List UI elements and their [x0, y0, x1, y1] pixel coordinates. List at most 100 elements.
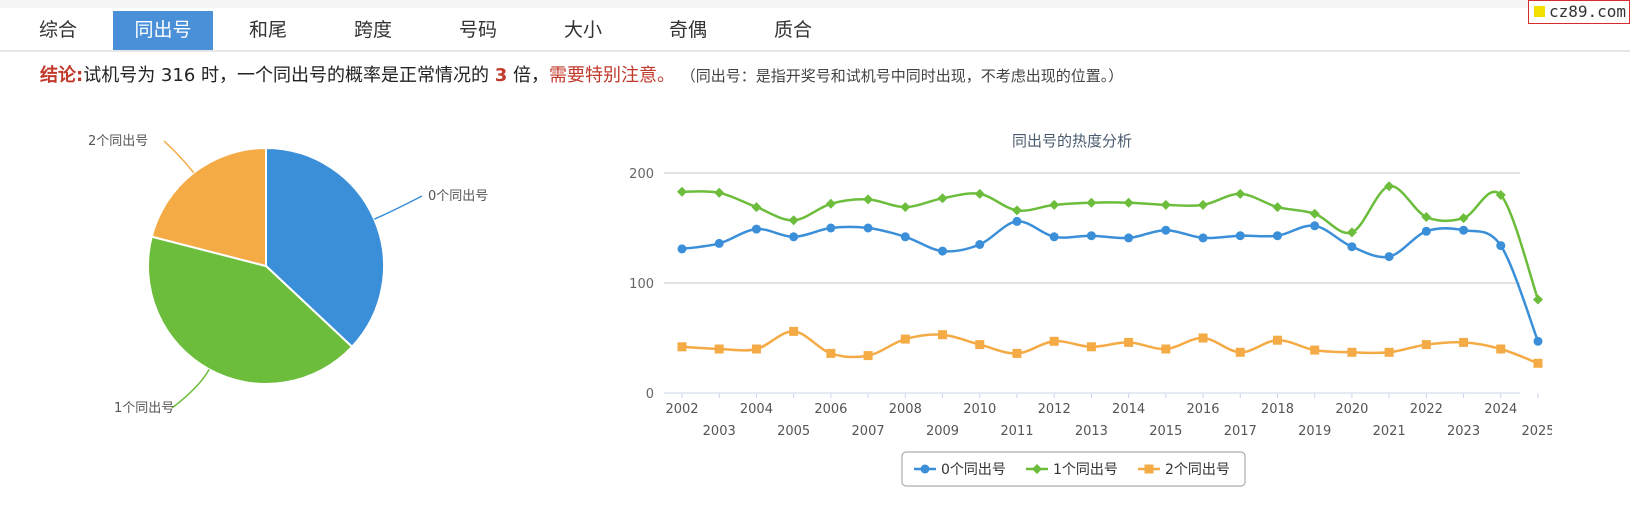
legend-marker-2[interactable] — [1144, 464, 1154, 474]
data-point-s2-23[interactable] — [1533, 358, 1543, 368]
data-point-s1-18[interactable] — [1346, 227, 1357, 238]
data-point-s2-22[interactable] — [1496, 344, 1506, 354]
data-point-s0-15[interactable] — [1235, 231, 1245, 241]
legend-marker-1[interactable] — [1032, 464, 1042, 474]
data-point-s0-14[interactable] — [1198, 233, 1208, 243]
data-point-s1-10[interactable] — [1049, 199, 1060, 210]
data-point-s2-12[interactable] — [1124, 337, 1134, 347]
y-tick-label: 200 — [629, 167, 654, 182]
data-point-s0-23[interactable] — [1533, 336, 1543, 346]
tab-1[interactable]: 同出号 — [113, 11, 213, 50]
data-point-s0-12[interactable] — [1124, 233, 1134, 243]
data-point-s2-3[interactable] — [789, 326, 799, 336]
data-point-s2-1[interactable] — [714, 344, 724, 354]
data-point-s0-16[interactable] — [1272, 231, 1282, 241]
data-point-s1-9[interactable] — [1011, 205, 1022, 216]
tab-3[interactable]: 跨度 — [353, 19, 392, 41]
data-point-s1-0[interactable] — [677, 186, 687, 197]
data-point-s1-7[interactable] — [937, 193, 948, 204]
data-point-s0-20[interactable] — [1421, 226, 1431, 236]
data-point-s2-21[interactable] — [1459, 337, 1469, 347]
data-point-s0-21[interactable] — [1459, 225, 1469, 235]
data-point-s2-18[interactable] — [1347, 347, 1357, 357]
x-tick-label: 2009 — [926, 424, 959, 439]
data-point-s0-11[interactable] — [1086, 231, 1096, 241]
data-point-s1-12[interactable] — [1123, 197, 1134, 208]
data-point-s1-6[interactable] — [900, 202, 911, 213]
data-point-s0-1[interactable] — [714, 238, 724, 248]
data-point-s2-20[interactable] — [1421, 340, 1431, 350]
legend-item-0[interactable]: 0个同出号 — [941, 462, 1006, 478]
data-point-s0-4[interactable] — [826, 223, 836, 233]
line-chart: 同出号的热度分析 0 100 200 2002 2003 2004 2005 2006 2007 2… — [629, 132, 1552, 487]
data-point-s1-21[interactable] — [1458, 213, 1469, 224]
data-point-s1-3[interactable] — [788, 215, 799, 226]
data-point-s0-13[interactable] — [1161, 225, 1171, 235]
data-point-s2-13[interactable] — [1161, 344, 1171, 354]
data-point-s2-19[interactable] — [1384, 347, 1394, 357]
pie-leader-0 — [373, 195, 423, 220]
data-point-s2-7[interactable] — [938, 330, 948, 340]
data-point-s1-2[interactable] — [751, 202, 762, 213]
data-point-s1-20[interactable] — [1421, 212, 1432, 222]
data-point-s2-17[interactable] — [1310, 345, 1320, 355]
data-point-s0-18[interactable] — [1347, 242, 1357, 252]
data-point-s0-0[interactable] — [677, 244, 687, 254]
data-point-s2-15[interactable] — [1235, 347, 1245, 357]
data-point-s2-0[interactable] — [677, 342, 687, 352]
data-point-s1-22[interactable] — [1495, 190, 1506, 200]
x-tick-label: 2016 — [1186, 402, 1219, 417]
data-point-s1-1[interactable] — [714, 187, 725, 198]
legend-marker-0[interactable] — [920, 464, 930, 474]
data-point-s0-9[interactable] — [1012, 216, 1022, 226]
data-point-s0-8[interactable] — [975, 240, 985, 249]
pie-slice-0[interactable] — [265, 146, 385, 349]
data-point-s0-3[interactable] — [789, 232, 799, 242]
y-tick-label: 0 — [646, 387, 654, 402]
data-point-s0-6[interactable] — [900, 232, 910, 242]
data-point-s1-15[interactable] — [1235, 188, 1246, 199]
data-point-s0-10[interactable] — [1049, 232, 1059, 242]
data-point-s1-23[interactable] — [1533, 294, 1543, 305]
brand-square-icon — [1534, 6, 1545, 17]
data-point-s1-8[interactable] — [974, 188, 985, 199]
data-point-s2-2[interactable] — [751, 344, 761, 354]
legend-item-2[interactable]: 2个同出号 — [1165, 462, 1230, 478]
data-point-s2-9[interactable] — [1012, 348, 1022, 358]
data-point-s2-4[interactable] — [826, 348, 836, 358]
data-point-s2-8[interactable] — [975, 340, 985, 350]
data-point-s0-7[interactable] — [938, 246, 948, 256]
data-point-s2-5[interactable] — [863, 351, 873, 361]
data-point-s2-10[interactable] — [1049, 336, 1059, 346]
data-point-s2-11[interactable] — [1086, 342, 1096, 352]
data-point-s1-13[interactable] — [1160, 199, 1171, 210]
tab-2[interactable]: 和尾 — [248, 19, 287, 41]
data-point-s1-4[interactable] — [825, 198, 836, 209]
tab-7[interactable]: 质合 — [773, 19, 812, 41]
data-point-s0-5[interactable] — [863, 223, 873, 233]
data-point-s2-6[interactable] — [900, 334, 910, 344]
data-point-s0-17[interactable] — [1310, 221, 1320, 231]
data-point-s2-16[interactable] — [1272, 335, 1282, 345]
warning-text: 需要特别注意。 — [549, 65, 675, 86]
data-point-s0-19[interactable] — [1384, 252, 1394, 262]
brand-badge[interactable]: cz89.com — [1528, 0, 1630, 24]
data-point-s0-22[interactable] — [1496, 241, 1506, 251]
x-tick-label: 2014 — [1112, 402, 1145, 417]
data-point-s1-5[interactable] — [863, 194, 874, 205]
data-point-s1-17[interactable] — [1309, 208, 1320, 219]
legend-item-1[interactable]: 1个同出号 — [1053, 462, 1118, 478]
tab-6[interactable]: 奇偶 — [668, 19, 707, 41]
data-point-s1-11[interactable] — [1086, 197, 1097, 208]
data-point-s1-16[interactable] — [1272, 202, 1283, 213]
conclusion-text: 试机号为 316 时，一个同出号的概率是正常情况的 — [83, 65, 495, 86]
data-point-s1-14[interactable] — [1198, 199, 1209, 210]
tab-4[interactable]: 号码 — [458, 19, 497, 41]
data-point-s2-14[interactable] — [1198, 333, 1208, 343]
tab-0[interactable]: 综合 — [38, 19, 77, 41]
chart-title: 同出号的热度分析 — [1012, 132, 1132, 150]
data-point-s1-19[interactable] — [1384, 181, 1395, 192]
data-point-s0-2[interactable] — [751, 224, 761, 234]
tab-5[interactable]: 大小 — [563, 19, 602, 41]
pie-slice-1[interactable] — [147, 235, 354, 385]
